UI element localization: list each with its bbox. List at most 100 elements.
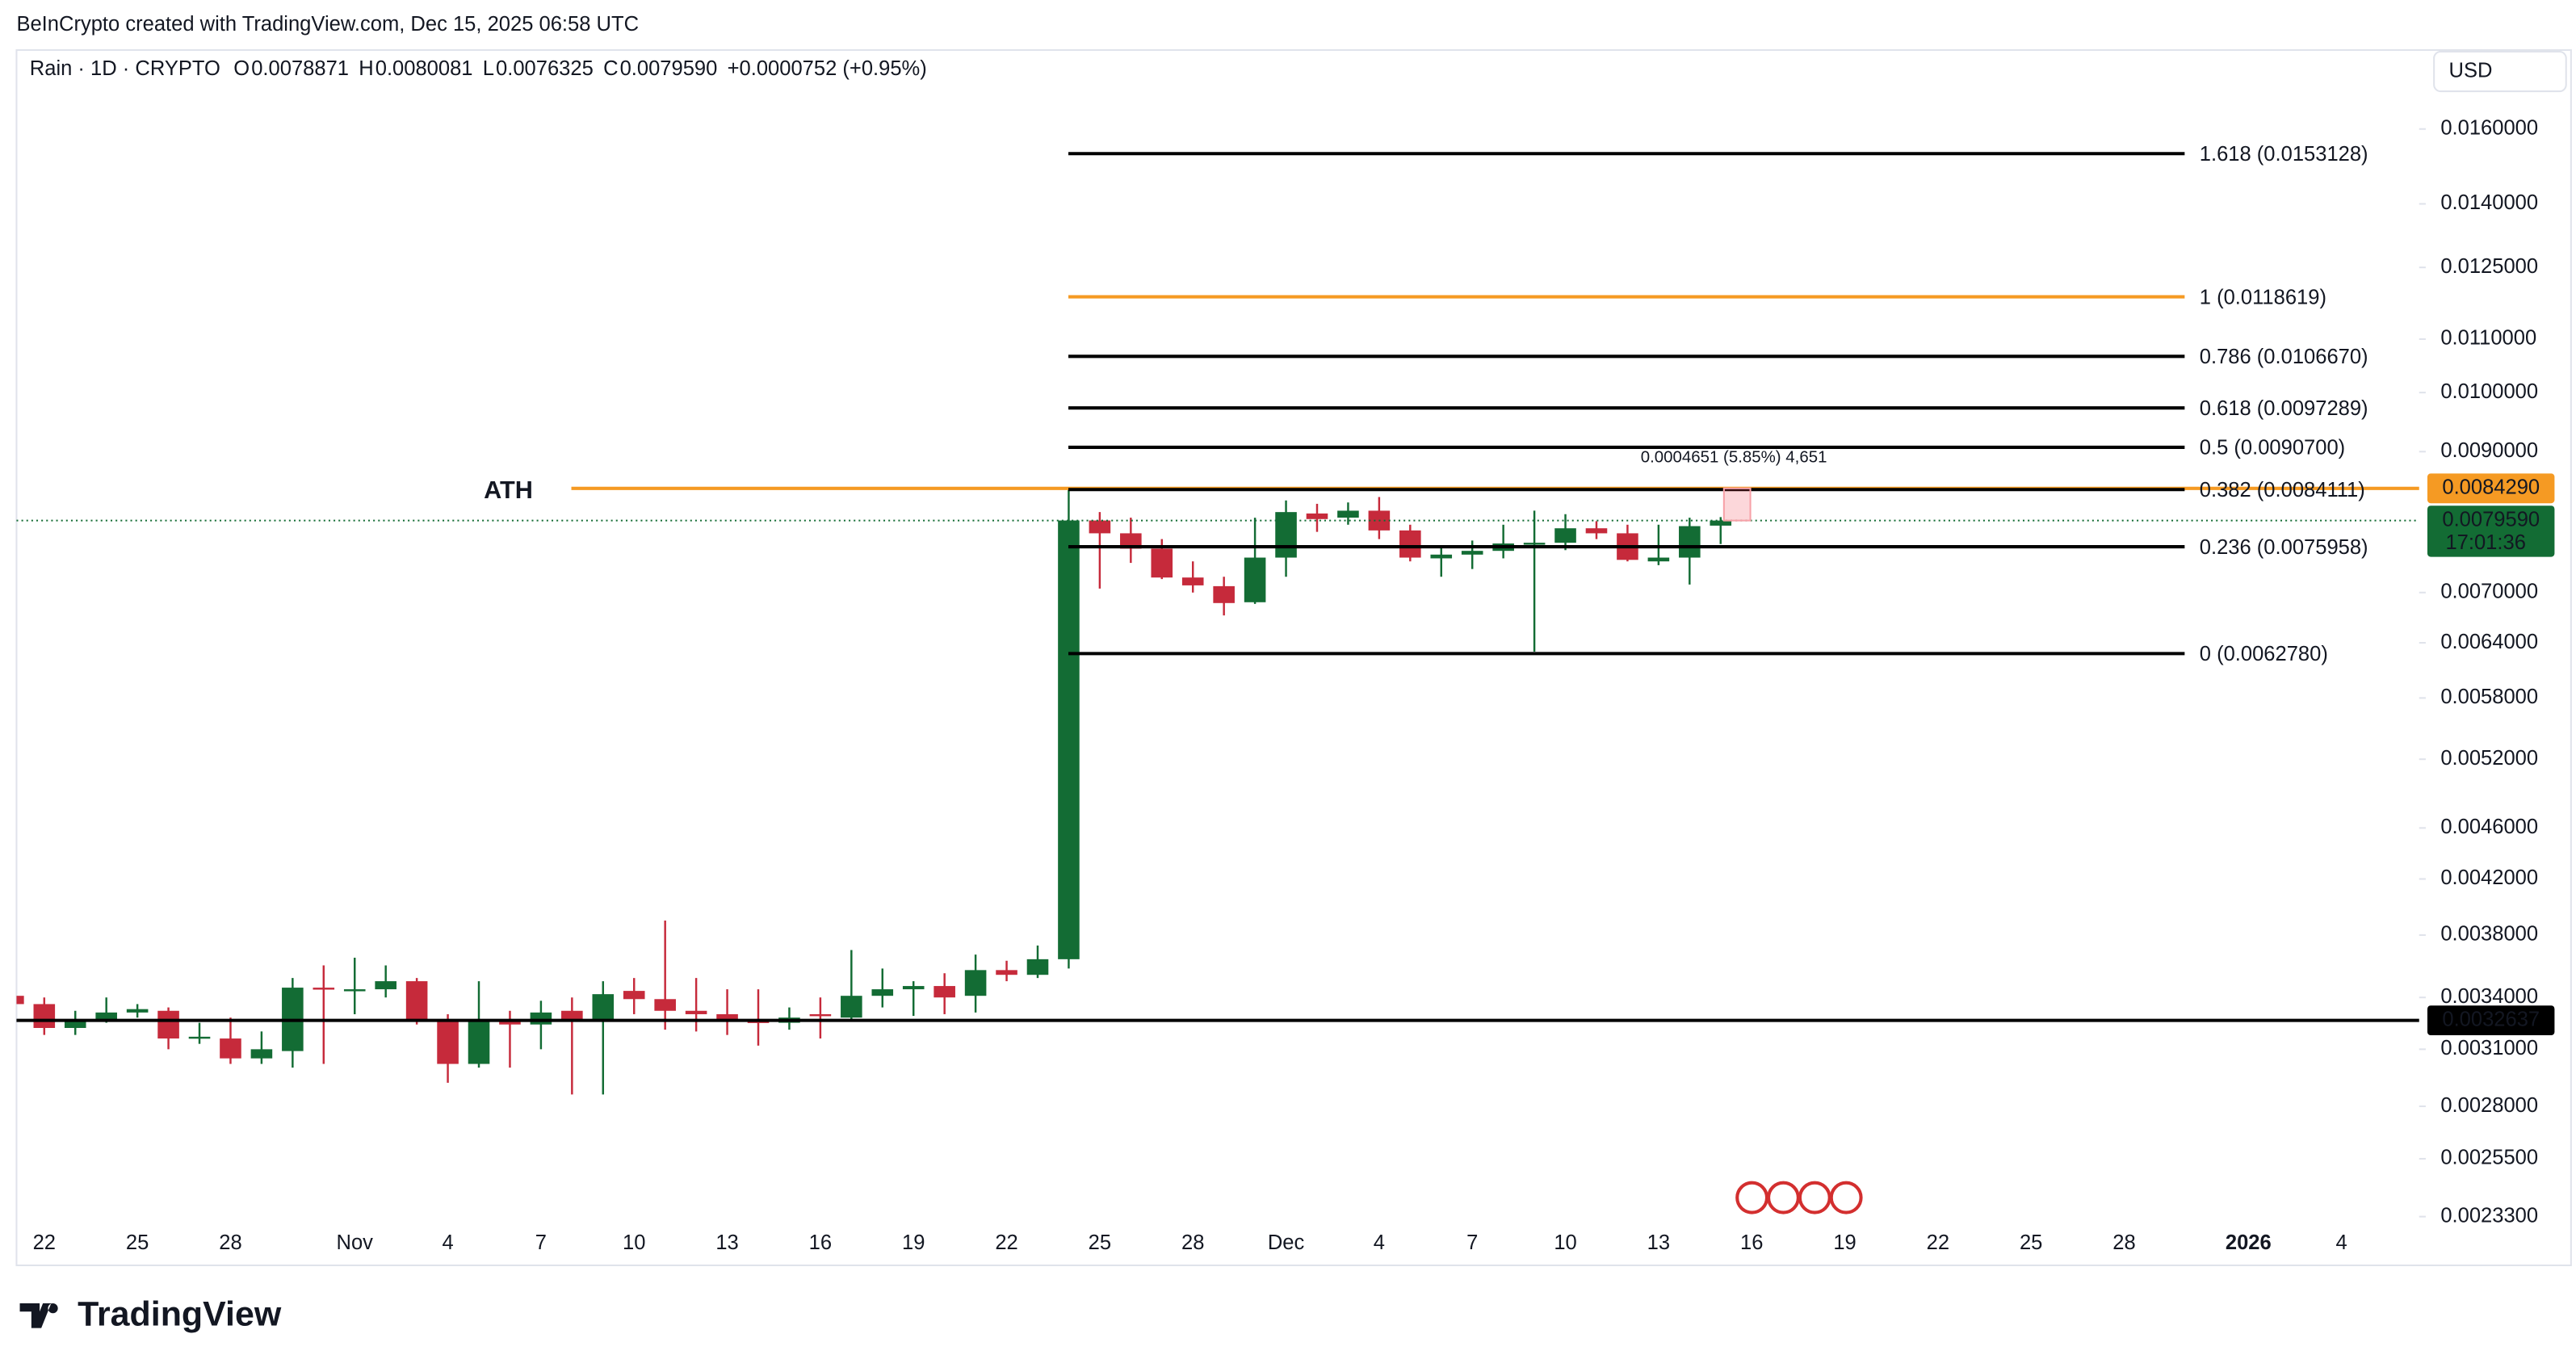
currency-box[interactable] (2433, 50, 2567, 93)
fib-label: 1 (0.0118619) (2200, 286, 2326, 308)
x-tick-label: 13 (715, 1231, 738, 1254)
candle-body (623, 991, 645, 1000)
x-tick-label: 7 (535, 1231, 547, 1254)
last-price-tag (2427, 506, 2555, 557)
brand: TradingView (78, 1295, 282, 1334)
y-tick-label: 0.0160000 (2440, 117, 2538, 140)
candle-body (1461, 551, 1483, 555)
x-tick-label: 4 (442, 1231, 453, 1254)
x-tick-label: 22 (33, 1231, 56, 1254)
candle-body (468, 1021, 490, 1064)
y-tick-label: 0.0140000 (2440, 191, 2538, 214)
candle-body (1026, 959, 1049, 975)
candle-body (841, 996, 862, 1018)
x-tick-label: 19 (902, 1231, 925, 1254)
x-tick-label: Nov (337, 1231, 374, 1254)
fib-label: 0.382 (0.0084111) (2200, 479, 2365, 501)
candle-body (1647, 557, 1670, 562)
change: +0.0000752 (+0.95%) (728, 57, 927, 80)
y-tick-label: 0.0064000 (2440, 631, 2538, 653)
y-tick-label: 0.0100000 (2440, 380, 2538, 403)
candle-body (685, 1010, 707, 1014)
x-tick-label: 10 (1554, 1231, 1576, 1254)
candle-body (1523, 543, 1546, 545)
ohlc-key: C (603, 57, 618, 80)
x-tick-label: 19 (1833, 1231, 1856, 1254)
ath-tag (2427, 473, 2555, 504)
fib-label: 0 (0.0062780) (2200, 643, 2328, 665)
candle-body (1585, 528, 1608, 534)
candle-body (16, 996, 24, 1005)
candle-body (964, 970, 987, 996)
x-tick-label: 28 (219, 1231, 241, 1254)
ohlc-value: 0.0079590 (620, 57, 718, 80)
x-tick-label: Dec (1268, 1231, 1305, 1254)
candle-body (933, 986, 955, 998)
candle-body (313, 988, 335, 990)
fib-label: 0.236 (0.0075958) (2200, 536, 2368, 559)
x-tick-label: 25 (126, 1231, 149, 1254)
candle-body (561, 1010, 583, 1020)
x-tick-label: 16 (809, 1231, 832, 1254)
candle-body (1244, 557, 1266, 602)
candle-body (1275, 512, 1297, 558)
event-icons[interactable] (1735, 1181, 1863, 1214)
ohlc-key: H (359, 57, 373, 80)
ath-label: ATH (484, 476, 533, 504)
symbol: Rain · 1D · CRYPTO (30, 57, 220, 80)
ohlc-value: 0.0080081 (375, 57, 473, 80)
x-tick-label: 7 (1466, 1231, 1478, 1254)
y-tick-label: 0.0023300 (2440, 1204, 2538, 1227)
ohlc-key: O (233, 57, 250, 80)
candle-body (157, 1010, 179, 1039)
ohlc-value: 0.0078871 (251, 57, 349, 80)
candle-body (126, 1009, 149, 1013)
y-tick-label: 0.0034000 (2440, 985, 2538, 1008)
fib-label: 0.786 (0.0106670) (2200, 346, 2368, 368)
y-tick-label: 0.0058000 (2440, 686, 2538, 708)
candle-body (1213, 585, 1235, 603)
candle-body (437, 1021, 459, 1064)
candle-body (996, 970, 1017, 975)
ohlc-value: 0.0076325 (496, 57, 594, 80)
candle-body (1306, 513, 1328, 519)
y-tick-label: 0.0070000 (2440, 581, 2538, 603)
y-tick-label: 0.0025500 (2440, 1147, 2538, 1169)
support-tag-label: 0.0032637 (2442, 1008, 2540, 1030)
candle-body (64, 1019, 86, 1028)
candle-body (1679, 526, 1701, 558)
y-tick-label: 0.0052000 (2440, 747, 2538, 770)
candle-body (716, 1013, 738, 1021)
fib-label: 0.618 (0.0097289) (2200, 397, 2368, 420)
x-tick-label: 22 (1927, 1231, 1949, 1254)
currency[interactable]: USD (2449, 59, 2493, 82)
candle-body (1337, 510, 1359, 518)
y-tick-label: 0.0038000 (2440, 923, 2538, 946)
fib-label: 1.618 (0.0153128) (2200, 143, 2368, 166)
candle-body (1151, 548, 1173, 578)
candle-body (1399, 530, 1421, 558)
candle-body (188, 1036, 211, 1039)
candle-body (250, 1049, 273, 1059)
candle-body (405, 981, 428, 1021)
y-tick-label: 0.0031000 (2440, 1037, 2538, 1059)
candle-body (375, 981, 396, 990)
ath-tag-label: 0.0084290 (2442, 476, 2540, 499)
candle-body (654, 999, 676, 1011)
candle-body (220, 1038, 241, 1059)
credit: BeInCrypto created with TradingView.com,… (16, 13, 639, 36)
x-tick-label: 25 (1089, 1231, 1111, 1254)
countdown: 17:01:36 (2445, 531, 2525, 554)
x-tick-label: 28 (2112, 1231, 2135, 1254)
candle-body (530, 1012, 552, 1025)
x-tick-label: 4 (2336, 1231, 2347, 1254)
candle-body (871, 989, 894, 996)
last-price-tag-label: 0.0079590 (2442, 508, 2540, 531)
y-tick-label: 0.0090000 (2440, 439, 2538, 462)
x-tick-label: 16 (1740, 1231, 1763, 1254)
chart-frame (15, 48, 2572, 1266)
x-tick-label: 25 (2020, 1231, 2042, 1254)
y-tick-label: 0.0110000 (2440, 327, 2536, 350)
